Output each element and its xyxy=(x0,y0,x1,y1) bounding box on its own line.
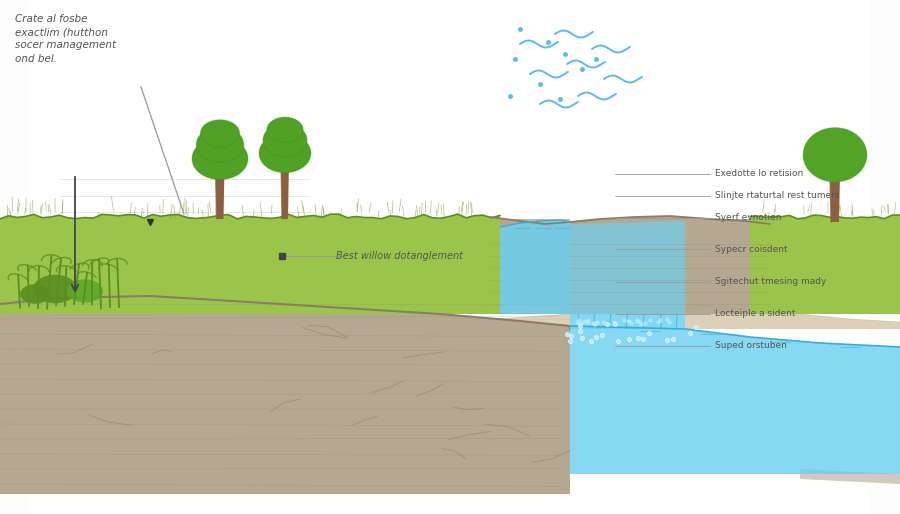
Polygon shape xyxy=(803,127,867,182)
Polygon shape xyxy=(192,138,248,179)
Text: Syerf evnotien: Syerf evnotien xyxy=(715,213,781,223)
Text: Locteiple a sident: Locteiple a sident xyxy=(715,309,796,319)
Polygon shape xyxy=(0,296,570,494)
Polygon shape xyxy=(259,134,311,173)
Polygon shape xyxy=(20,284,50,304)
Polygon shape xyxy=(263,124,307,157)
Polygon shape xyxy=(500,220,570,314)
Text: Slinjte rtaturtal rest tumers: Slinjte rtaturtal rest tumers xyxy=(715,192,840,200)
Polygon shape xyxy=(281,161,289,219)
Text: Best willow dotanglement: Best willow dotanglement xyxy=(337,251,464,261)
Polygon shape xyxy=(570,221,685,314)
Polygon shape xyxy=(685,219,900,314)
Polygon shape xyxy=(201,120,239,147)
Polygon shape xyxy=(750,215,900,314)
Polygon shape xyxy=(570,314,685,329)
Polygon shape xyxy=(68,279,103,303)
Polygon shape xyxy=(685,304,900,329)
Polygon shape xyxy=(570,326,900,474)
Polygon shape xyxy=(490,216,770,314)
Polygon shape xyxy=(215,167,224,219)
Polygon shape xyxy=(803,127,867,182)
Polygon shape xyxy=(263,124,307,157)
Text: Exedotte lo retision: Exedotte lo retision xyxy=(715,170,803,178)
Polygon shape xyxy=(196,127,244,162)
Polygon shape xyxy=(266,117,303,142)
Text: Sgitechut tmesing mady: Sgitechut tmesing mady xyxy=(715,278,826,286)
Polygon shape xyxy=(0,214,500,314)
Text: Sypecr coisdent: Sypecr coisdent xyxy=(715,245,788,253)
Polygon shape xyxy=(192,138,248,179)
Polygon shape xyxy=(266,117,303,142)
Polygon shape xyxy=(830,174,840,222)
Polygon shape xyxy=(800,469,900,484)
Polygon shape xyxy=(0,219,570,314)
Polygon shape xyxy=(0,314,570,329)
Text: Crate al fosbe
exactlim (hutthon
socer management
ond bel.: Crate al fosbe exactlim (hutthon socer m… xyxy=(15,14,116,64)
Polygon shape xyxy=(196,127,244,162)
Text: Suped orstuben: Suped orstuben xyxy=(715,341,787,351)
Polygon shape xyxy=(33,274,77,303)
Polygon shape xyxy=(259,134,311,173)
Polygon shape xyxy=(201,120,239,147)
